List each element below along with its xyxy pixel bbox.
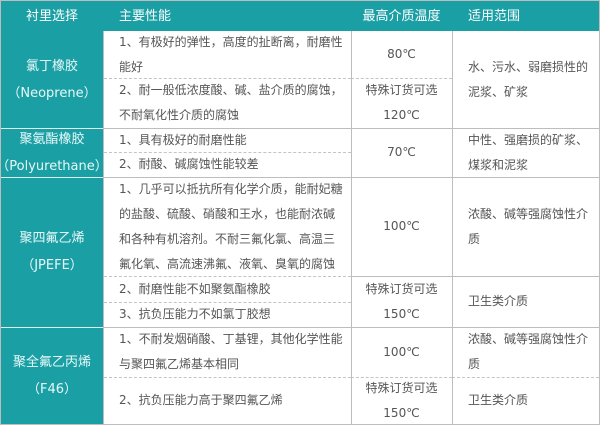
- scope-cell: 卫生类介质: [452, 276, 599, 327]
- cell-line: 卫生类介质: [468, 294, 529, 308]
- header-cell: 适用范围: [452, 1, 599, 31]
- divider: [1, 424, 599, 425]
- cell-line: 2、耐一般低浓度酸、碱、盐介质的腐蚀，: [119, 83, 343, 97]
- cell-line: 氯丁橡胶: [25, 58, 78, 74]
- cell-line: 质: [468, 357, 481, 371]
- cell-line: 泥浆、矿浆: [468, 84, 529, 99]
- cell-line: 150℃: [383, 405, 420, 420]
- cell-line: 2、抗负压能力高于聚四氟乙烯: [119, 393, 283, 407]
- property-cell: 2、耐磨性能不如聚氨酯橡胶: [103, 276, 351, 302]
- divider: [351, 276, 452, 277]
- cell-line: 1、具有极好的耐磨性能: [119, 132, 247, 147]
- cell-line: 特殊订货可选: [365, 380, 438, 395]
- temperature-cell: 特殊订货可选 150℃: [351, 276, 452, 327]
- cell-line: 能好: [119, 59, 144, 74]
- lining-name: 聚氨酯橡胶 （Polyurethane）: [0, 128, 108, 177]
- scope-cell: 浓酸、碱等强腐蚀性介质: [452, 327, 599, 377]
- divider: [1, 128, 599, 129]
- cell-line: 氟化氧、高流速沸氟、液氧、臭氧的腐蚀: [119, 256, 336, 271]
- divider: [104, 377, 351, 378]
- cell-line: 不耐氧化性介质的腐蚀: [119, 108, 240, 122]
- property-cell: 2、耐一般低浓度酸、碱、盐介质的腐蚀， 不耐氧化性介质的腐蚀: [103, 78, 351, 128]
- scope-cell: 水、污水、弱磨损性的 泥浆、矿浆: [452, 31, 599, 128]
- divider: [0, 0, 1, 425]
- divider: [452, 276, 599, 277]
- lining-name: 氯丁橡胶 （Neoprene）: [1, 31, 103, 128]
- cell-line: 聚全氟乙丙烯: [12, 354, 91, 370]
- property-cell: 1、具有极好的耐磨性能: [103, 128, 351, 152]
- cell-line: （Polyurethane）: [0, 158, 108, 174]
- property-cell: 1、有极好的弹性，高度的扯断离，耐磨性 能好: [103, 31, 351, 78]
- cell-line: 水、污水、弱磨损性的: [468, 59, 589, 74]
- divider: [104, 302, 351, 303]
- divider: [1, 327, 599, 328]
- cell-line: 120℃: [383, 108, 420, 122]
- cell-line: 中性、强磨损的矿浆、: [468, 132, 589, 147]
- scope-cell: 中性、强磨损的矿浆、 煤浆和泥浆: [452, 128, 599, 177]
- cell-line: 1、有极好的弹性，高度的扯断离，耐磨性: [119, 34, 343, 49]
- cell-line: 卫生类介质: [468, 393, 529, 407]
- divider: [452, 31, 453, 424]
- cell-line: 3、抗负压能力不如氯丁胶想: [119, 307, 271, 321]
- cell-line: 浓酸、碱等强腐蚀性介: [468, 206, 589, 221]
- cell-line: 煤浆和泥浆: [468, 157, 529, 172]
- cell-line: 与聚四氟乙烯基本相同: [119, 357, 240, 371]
- temperature-cell: 80℃: [351, 31, 452, 78]
- cell-line: 100℃: [383, 219, 420, 233]
- temperature-cell: 特殊订货可选 150℃: [351, 377, 452, 424]
- property-cell: 1、不耐发烟硝酸、丁基锂，其他化学性能 与聚四氟乙烯基本相同: [103, 327, 351, 377]
- header-cell: 主要性能: [103, 1, 351, 31]
- property-cell: 1、几乎可以抵抗所有化学介质，能耐妃糖 的盐酸、硫酸、硝酸和王水，也能耐浓碱 和各种…: [103, 177, 351, 276]
- property-cell: 3、抗负压能力不如氯丁胶想: [103, 302, 351, 327]
- divider: [104, 152, 351, 153]
- temperature-cell: 特殊订货可选 120℃: [351, 78, 452, 128]
- cell-line: 1、不耐发烟硝酸、丁基锂，其他化学性能: [119, 332, 343, 346]
- property-cell: 2、耐酸、碱腐蚀性能较差: [103, 152, 351, 177]
- temperature-cell: 100℃: [351, 177, 452, 276]
- divider: [103, 31, 104, 424]
- cell-line: 特殊订货可选: [365, 83, 438, 97]
- lining-name: 聚全氟乙丙烯 （F46）: [1, 327, 103, 424]
- scope-cell: 卫生类介质: [452, 377, 599, 424]
- cell-line: 70℃: [387, 145, 416, 159]
- divider: [351, 78, 452, 79]
- divider: [1, 177, 599, 178]
- divider: [104, 78, 351, 79]
- cell-line: 质: [468, 231, 481, 246]
- cell-line: 特殊订货可选: [365, 281, 438, 296]
- header-cell: 衬里选择: [1, 1, 103, 31]
- cell-line: 聚氨酯橡胶: [19, 131, 85, 147]
- divider: [351, 377, 452, 378]
- divider: [0, 0, 600, 1]
- cell-line: 浓酸、碱等强腐蚀性介: [468, 332, 589, 346]
- cell-line: 聚四氟乙烯: [19, 231, 85, 246]
- property-cell: 2、抗负压能力高于聚四氟乙烯: [103, 377, 351, 424]
- divider: [452, 377, 599, 378]
- temperature-cell: 100℃: [351, 327, 452, 377]
- cell-line: 100℃: [383, 344, 420, 359]
- divider: [351, 31, 352, 424]
- cell-line: 80℃: [387, 47, 416, 61]
- divider: [104, 276, 351, 277]
- cell-line: （F46）: [26, 381, 78, 397]
- cell-line: 150℃: [383, 306, 420, 321]
- cell-line: （Neoprene）: [7, 85, 97, 101]
- scope-cell: 浓酸、碱等强腐蚀性介质: [452, 177, 599, 276]
- lining-name: 聚四氟乙烯 （JPEFE）: [1, 177, 103, 327]
- cell-line: 的盐酸、硫酸、硝酸和王水，也能耐浓碱: [119, 206, 336, 221]
- cell-line: （JPEFE）: [21, 258, 83, 273]
- cell-line: 2、耐酸、碱腐蚀性能较差: [119, 157, 259, 171]
- cell-line: 1、几乎可以抵抗所有化学介质，能耐妃糖: [119, 181, 343, 196]
- cell-line: 2、耐磨性能不如聚氨酯橡胶: [119, 281, 271, 296]
- temperature-cell: 70℃: [351, 128, 452, 177]
- cell-line: 和各种有机溶剂。不耐三氟化氯、高温三: [119, 231, 336, 246]
- header-cell: 最高介质温度: [351, 1, 452, 31]
